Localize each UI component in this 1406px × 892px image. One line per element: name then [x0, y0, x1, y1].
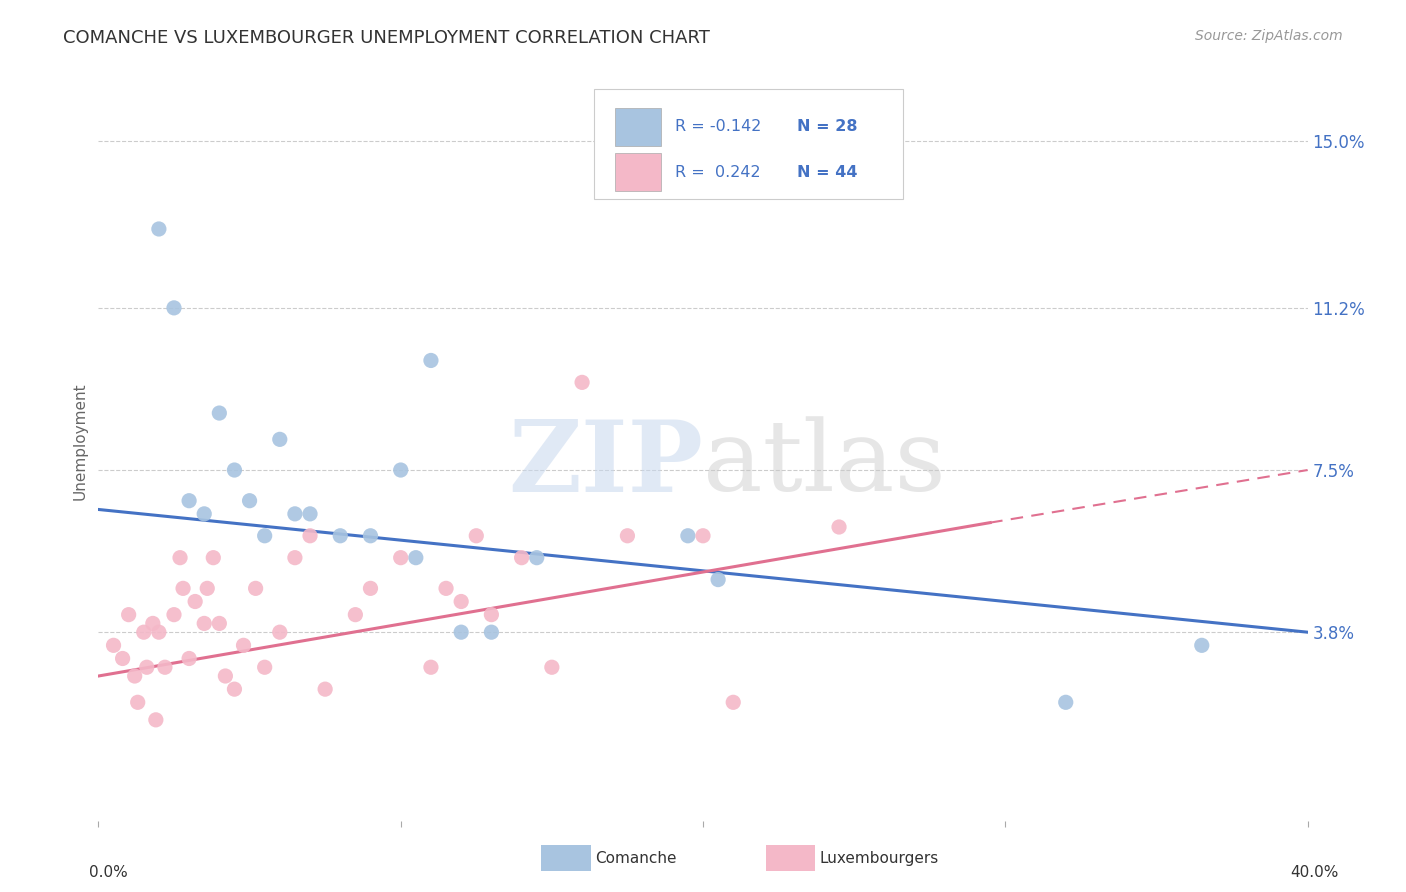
Point: [193, 507, 215, 521]
Point: [540, 660, 562, 674]
Point: [360, 582, 382, 596]
Point: [142, 616, 165, 631]
Text: N = 44: N = 44: [797, 165, 858, 180]
FancyBboxPatch shape: [595, 89, 903, 199]
Text: Luxembourgers: Luxembourgers: [820, 851, 939, 865]
Y-axis label: Unemployment: Unemployment: [72, 383, 87, 500]
Point: [169, 550, 191, 565]
Point: [163, 607, 186, 622]
Point: [707, 573, 730, 587]
Text: 40.0%: 40.0%: [1291, 865, 1339, 880]
Text: atlas: atlas: [703, 417, 946, 512]
Text: R = -0.142: R = -0.142: [675, 120, 762, 135]
Point: [1191, 638, 1213, 652]
Point: [127, 695, 149, 709]
Point: [179, 651, 201, 665]
Point: [571, 376, 593, 390]
Point: [232, 638, 254, 652]
Text: Source: ZipAtlas.com: Source: ZipAtlas.com: [1195, 29, 1343, 43]
Point: [202, 550, 225, 565]
Text: COMANCHE VS LUXEMBOURGER UNEMPLOYMENT CORRELATION CHART: COMANCHE VS LUXEMBOURGER UNEMPLOYMENT CO…: [63, 29, 710, 46]
Point: [103, 638, 125, 652]
Point: [481, 607, 503, 622]
Point: [179, 493, 201, 508]
Point: [269, 433, 291, 447]
Text: N = 28: N = 28: [797, 120, 858, 135]
Point: [224, 682, 246, 697]
Point: [111, 651, 134, 665]
Point: [299, 507, 322, 521]
Point: [184, 594, 207, 608]
Point: [208, 616, 231, 631]
Point: [828, 520, 851, 534]
Point: [526, 550, 548, 565]
Point: [1054, 695, 1077, 709]
Point: [132, 625, 155, 640]
Point: [450, 625, 472, 640]
Text: R =  0.242: R = 0.242: [675, 165, 761, 180]
Point: [465, 529, 488, 543]
Point: [269, 625, 291, 640]
Point: [360, 529, 382, 543]
Point: [692, 529, 714, 543]
Point: [405, 550, 427, 565]
Point: [420, 353, 443, 368]
Point: [389, 463, 412, 477]
Point: [616, 529, 638, 543]
Text: 0.0%: 0.0%: [89, 865, 128, 880]
Point: [299, 529, 322, 543]
Point: [723, 695, 745, 709]
Point: [481, 625, 503, 640]
Point: [510, 550, 533, 565]
Point: [420, 660, 443, 674]
Point: [153, 660, 176, 674]
Point: [329, 529, 352, 543]
Point: [676, 529, 699, 543]
Point: [124, 669, 146, 683]
Bar: [614, 108, 661, 145]
Point: [253, 660, 276, 674]
Point: [450, 594, 472, 608]
Point: [163, 301, 186, 315]
Point: [253, 529, 276, 543]
Bar: [614, 153, 661, 191]
Point: [239, 493, 262, 508]
Point: [172, 582, 194, 596]
Point: [224, 463, 246, 477]
Point: [284, 507, 307, 521]
Point: [195, 582, 218, 596]
Point: [118, 607, 141, 622]
Point: [145, 713, 167, 727]
Point: [148, 625, 170, 640]
Point: [135, 660, 157, 674]
Point: [193, 616, 215, 631]
Point: [148, 222, 170, 236]
Point: [434, 582, 457, 596]
Point: [284, 550, 307, 565]
Point: [214, 669, 236, 683]
Text: Comanche: Comanche: [595, 851, 676, 865]
Point: [314, 682, 336, 697]
Point: [344, 607, 367, 622]
Point: [245, 582, 267, 596]
Point: [208, 406, 231, 420]
Text: ZIP: ZIP: [508, 416, 703, 513]
Point: [389, 550, 412, 565]
